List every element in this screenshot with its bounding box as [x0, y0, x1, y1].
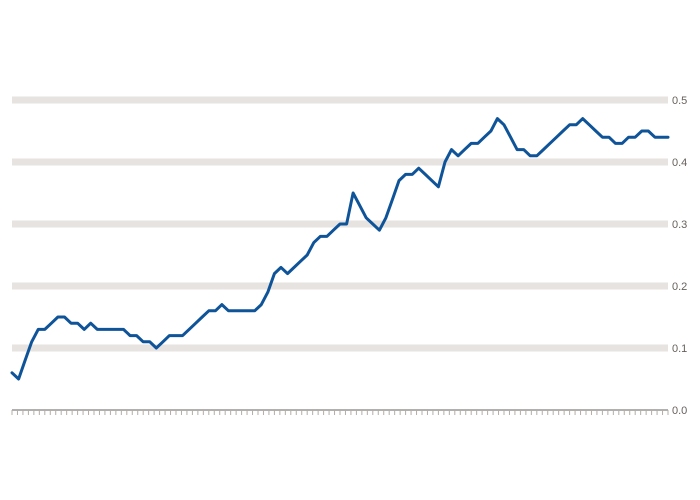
x-axis [11, 409, 669, 415]
y-tick-label: 0.5 [672, 95, 687, 107]
series-line [10, 117, 670, 381]
series-lines [10, 117, 670, 381]
y-tick-label: 0.4 [672, 157, 687, 169]
y-tick-labels: 0.0 0.1 0.2 0.3 0.4 0.5 [672, 95, 687, 417]
y-tick-label: 0.2 [672, 281, 687, 293]
y-tick-label: 0.3 [672, 219, 687, 231]
y-tick-label: 0.1 [672, 343, 687, 355]
y-tick-label: 0.0 [672, 405, 687, 417]
